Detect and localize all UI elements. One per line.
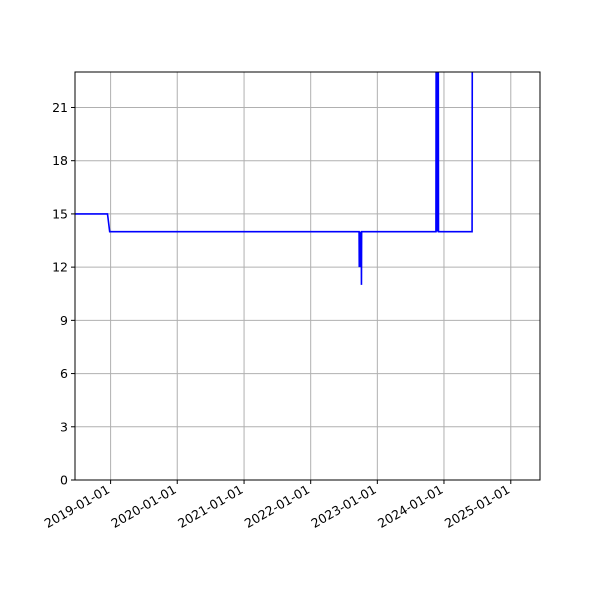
y-tick-label: 12 (52, 260, 68, 275)
y-tick-label: 21 (52, 100, 68, 115)
y-tick-label: 6 (60, 366, 68, 381)
grid (75, 72, 540, 481)
plot-area-frame (74, 71, 541, 481)
series-layer (75, 72, 474, 285)
y-tick-label: 9 (60, 313, 68, 328)
y-tick-label: 3 (60, 419, 68, 434)
y-tick-label: 0 (60, 473, 68, 488)
y-tick-label: 18 (52, 153, 68, 168)
y-tick-label: 15 (52, 206, 68, 221)
series-line (75, 72, 474, 285)
